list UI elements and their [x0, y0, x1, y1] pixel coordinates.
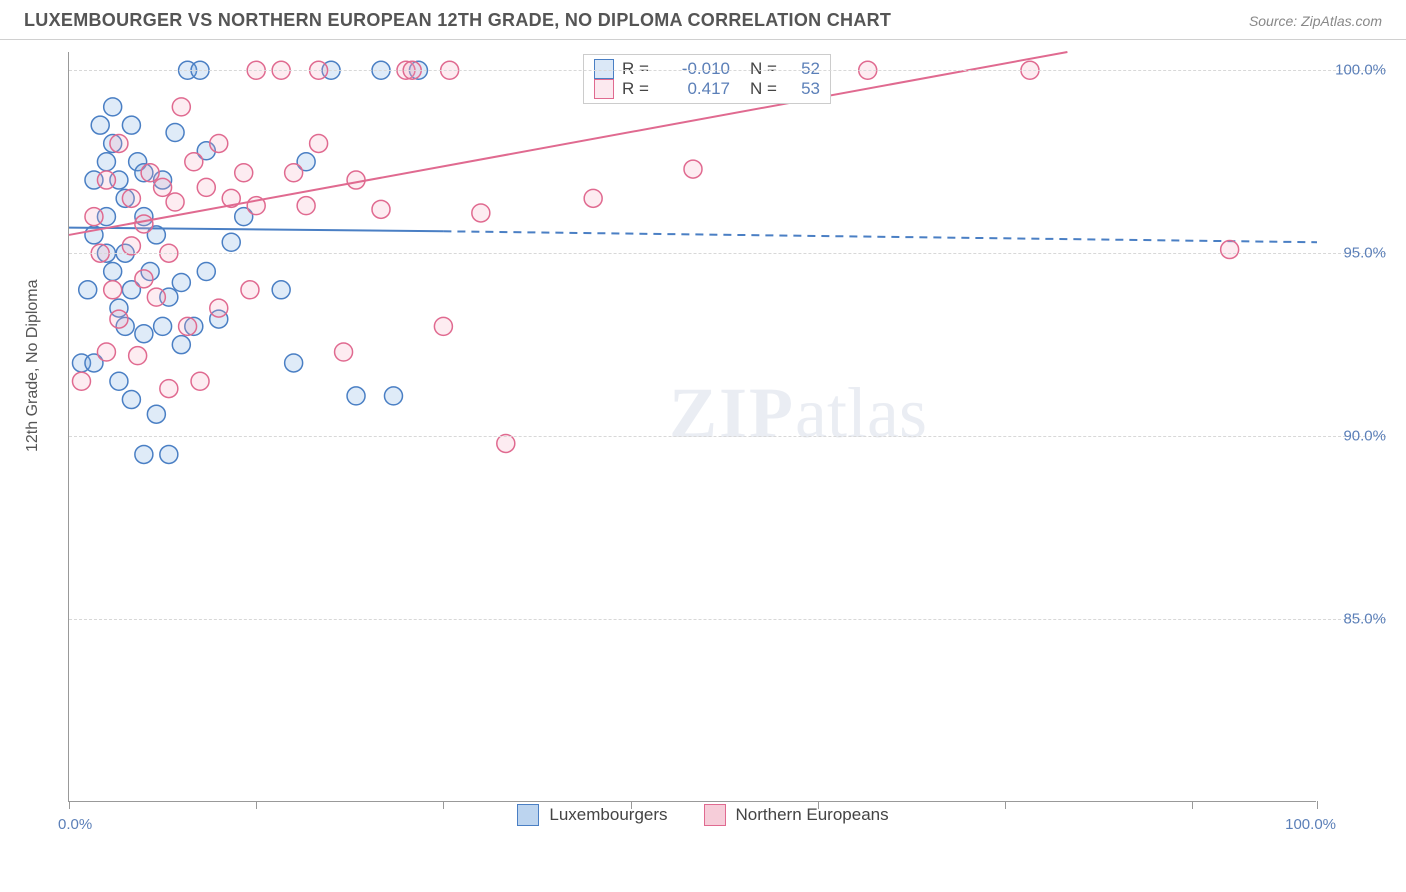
data-point — [241, 281, 259, 299]
series-legend: Luxembourgers Northern Europeans — [0, 804, 1406, 826]
data-point — [434, 317, 452, 335]
data-point — [179, 317, 197, 335]
legend-item: Northern Europeans — [704, 804, 889, 826]
r-value: 0.417 — [666, 79, 730, 99]
legend-swatch — [594, 79, 614, 99]
data-point — [172, 336, 190, 354]
r-label: R = — [622, 79, 658, 99]
data-point — [104, 98, 122, 116]
data-point — [141, 164, 159, 182]
data-point — [297, 197, 315, 215]
data-point — [191, 372, 209, 390]
scatter-svg — [69, 52, 1317, 802]
data-point — [91, 116, 109, 134]
data-point — [135, 215, 153, 233]
data-point — [97, 171, 115, 189]
legend-row: R = -0.010 N = 52 — [594, 59, 820, 79]
legend-swatch — [594, 59, 614, 79]
legend-item: Luxembourgers — [517, 804, 667, 826]
plot-area: ZIPatlas R =-0.010N =52R =0.417N =53 85.… — [68, 52, 1316, 802]
data-point — [135, 325, 153, 343]
legend-label: Northern Europeans — [736, 805, 889, 825]
data-point — [210, 134, 228, 152]
data-point — [310, 134, 328, 152]
bottom-legend-holder: Luxembourgers Northern Europeans — [0, 804, 1406, 826]
gridline — [69, 253, 1386, 254]
data-point — [122, 116, 140, 134]
gridline — [69, 70, 1386, 71]
data-point — [135, 445, 153, 463]
data-point — [372, 200, 390, 218]
gridline — [69, 436, 1386, 437]
data-point — [110, 134, 128, 152]
n-label: N = — [750, 59, 784, 79]
n-value: 52 — [792, 59, 820, 79]
data-point — [160, 445, 178, 463]
data-point — [135, 270, 153, 288]
data-point — [235, 164, 253, 182]
n-label: N = — [750, 79, 784, 99]
data-point — [1221, 241, 1239, 259]
data-point — [272, 281, 290, 299]
legend-swatch — [704, 804, 726, 826]
data-point — [85, 208, 103, 226]
y-tick-label: 95.0% — [1326, 245, 1386, 262]
correlation-legend: R = -0.010 N = 52 R = 0.417 N = 53 — [583, 54, 831, 104]
y-tick-label: 90.0% — [1326, 428, 1386, 445]
data-point — [210, 299, 228, 317]
data-point — [285, 164, 303, 182]
legend-row: R = 0.417 N = 53 — [594, 79, 820, 99]
data-point — [347, 387, 365, 405]
data-point — [122, 391, 140, 409]
data-point — [110, 310, 128, 328]
data-point — [172, 273, 190, 291]
trend-line — [69, 228, 443, 232]
data-point — [110, 372, 128, 390]
data-point — [197, 263, 215, 281]
data-point — [122, 237, 140, 255]
data-point — [154, 178, 172, 196]
data-point — [147, 405, 165, 423]
data-point — [172, 98, 190, 116]
data-point — [160, 380, 178, 398]
n-value: 53 — [792, 79, 820, 99]
chart-title: LUXEMBOURGER VS NORTHERN EUROPEAN 12TH G… — [24, 10, 891, 31]
data-point — [384, 387, 402, 405]
legend-swatch — [517, 804, 539, 826]
data-point — [147, 288, 165, 306]
source-label: Source: ZipAtlas.com — [1249, 13, 1382, 29]
y-axis-label: 12th Grade, No Diploma — [24, 279, 42, 452]
data-point — [97, 343, 115, 361]
data-point — [497, 434, 515, 452]
data-point — [335, 343, 353, 361]
data-point — [222, 233, 240, 251]
gridline — [69, 619, 1386, 620]
data-point — [129, 347, 147, 365]
y-tick-label: 100.0% — [1326, 62, 1386, 79]
data-point — [185, 153, 203, 171]
data-point — [285, 354, 303, 372]
data-point — [72, 372, 90, 390]
data-point — [122, 189, 140, 207]
data-point — [166, 193, 184, 211]
data-point — [684, 160, 702, 178]
data-point — [347, 171, 365, 189]
data-point — [79, 281, 97, 299]
data-point — [472, 204, 490, 222]
trend-line-extrapolated — [443, 231, 1317, 242]
r-value: -0.010 — [666, 59, 730, 79]
title-bar: LUXEMBOURGER VS NORTHERN EUROPEAN 12TH G… — [0, 0, 1406, 40]
data-point — [104, 263, 122, 281]
data-point — [104, 281, 122, 299]
r-label: R = — [622, 59, 658, 79]
data-point — [166, 123, 184, 141]
data-point — [97, 153, 115, 171]
legend-label: Luxembourgers — [549, 805, 667, 825]
y-tick-label: 85.0% — [1326, 611, 1386, 628]
data-point — [197, 178, 215, 196]
data-point — [154, 317, 172, 335]
data-point — [584, 189, 602, 207]
